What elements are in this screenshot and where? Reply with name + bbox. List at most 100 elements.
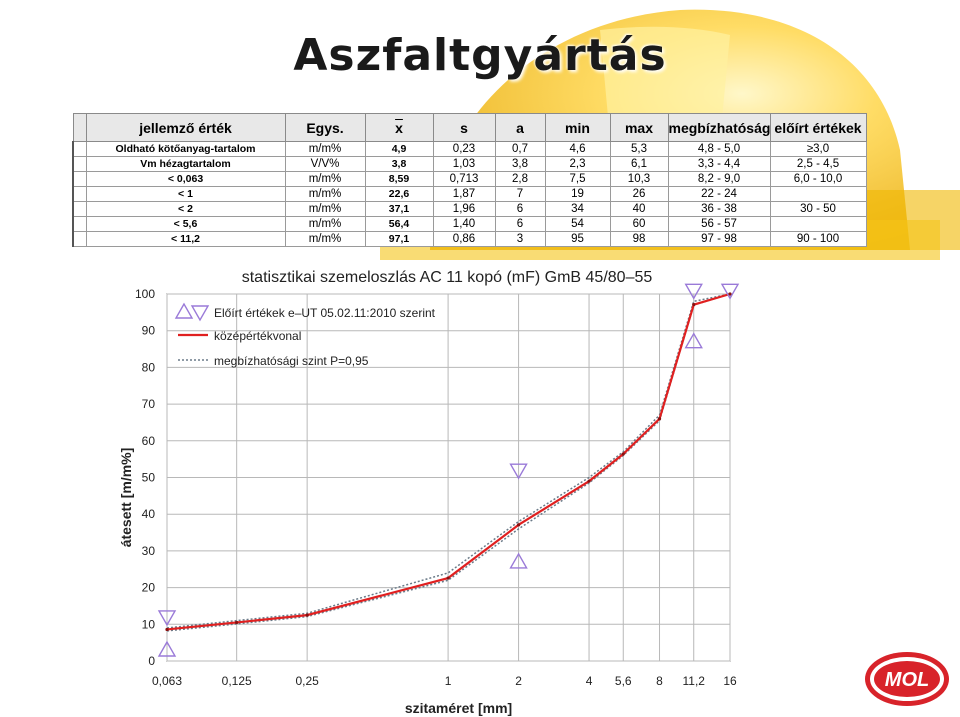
x-axis-label: szitaméret [mm] (405, 700, 512, 716)
cell-max: 26 (609, 186, 669, 202)
mean-point (692, 303, 696, 307)
cell-name: < 2 (85, 201, 286, 217)
cell-reliability: 8,2 - 9,0 (667, 171, 771, 187)
table-row: < 1 m/m% 22,6 1,87 7 19 26 22 - 24 (72, 186, 867, 202)
cell-name: < 1 (85, 186, 286, 202)
cell-unit: m/m% (284, 171, 366, 187)
y-tick-label: 80 (142, 360, 156, 374)
cell-unit: m/m% (284, 216, 366, 232)
spec-lower-limit-marker (509, 552, 528, 569)
header-a: a (494, 113, 546, 142)
table-row: Oldható kötőanyag-tartalom m/m% 4,9 0,23 0,7… (72, 141, 867, 157)
mean-line (166, 292, 731, 631)
cell-unit: m/m% (284, 141, 366, 157)
cell-reliability: 3,3 - 4,4 (667, 156, 771, 172)
mean-point (587, 479, 591, 483)
statistics-table: jellemző érték Egys. x s a min max megbí… (72, 113, 867, 247)
legend-lower-marker (174, 302, 194, 319)
legend-spec-label: Előírt értékek e–UT 05.02.11:2010 szerin… (214, 306, 436, 320)
x-tick-label: 16 (723, 674, 737, 688)
cell-specified: ≥3,0 (769, 141, 867, 157)
cell-mean: 97,1 (364, 231, 434, 247)
x-tick-label: 11,2 (683, 674, 706, 688)
cell-a: 3 (494, 231, 546, 247)
cell-name: < 0,063 (85, 171, 286, 187)
mol-logo-text: MOL (885, 669, 929, 691)
cell-min: 19 (544, 186, 611, 202)
cell-max: 5,3 (609, 141, 669, 157)
table-header-row: jellemző érték Egys. x s a min max megbí… (72, 113, 867, 142)
legend-upper-marker (190, 305, 210, 322)
table-row: < 5,6 m/m% 56,4 1,40 6 54 60 56 - 57 (72, 216, 867, 232)
x-tick-label: 2 (515, 674, 522, 688)
cell-mean: 8,59 (364, 171, 434, 187)
cell-s: 1,96 (432, 201, 496, 217)
cell-name: < 5,6 (85, 216, 286, 232)
cell-reliability: 97 - 98 (667, 231, 771, 247)
y-tick-label: 30 (142, 544, 156, 558)
cell-min: 7,5 (544, 171, 611, 187)
cell-name: < 11,2 (85, 231, 286, 247)
table-row: < 2 m/m% 37,1 1,96 6 34 40 36 - 38 30 - 50 (72, 201, 867, 217)
cell-unit: V/V% (284, 156, 366, 172)
cell-s: 1,40 (432, 216, 496, 232)
cell-a: 3,8 (494, 156, 546, 172)
y-tick-label: 70 (142, 397, 156, 411)
spec-lower-limit-marker (684, 332, 703, 349)
y-tick-label: 40 (142, 507, 156, 521)
stub-cell (72, 231, 87, 247)
cell-a: 0,7 (494, 141, 546, 157)
x-tick-label: 1 (445, 674, 452, 688)
cell-specified: 2,5 - 4,5 (769, 156, 867, 172)
cell-min: 4,6 (544, 141, 611, 157)
cell-s: 1,03 (432, 156, 496, 172)
mean-point (516, 523, 521, 527)
table-row: < 11,2 m/m% 97,1 0,86 3 95 98 97 - 98 90 - 100 (72, 231, 867, 247)
mol-logo: MOL (865, 652, 949, 706)
x-tick-label: 5,6 (615, 674, 632, 688)
stub-cell (72, 113, 87, 142)
cell-a: 6 (494, 201, 546, 217)
y-tick-label: 0 (148, 654, 155, 668)
cell-reliability: 36 - 38 (667, 201, 771, 217)
cell-mean: 56,4 (364, 216, 434, 232)
legend-mean-label: középértékvonal (214, 329, 301, 343)
cell-specified: 90 - 100 (769, 231, 867, 247)
header-characteristic: jellemző érték (85, 113, 286, 142)
y-tick-label: 90 (142, 324, 156, 338)
cell-unit: m/m% (284, 231, 366, 247)
x-tick-label: 4 (586, 674, 593, 688)
mean-point (165, 627, 169, 632)
cell-specified (769, 216, 867, 232)
slide-title: Aszfaltgyártás (293, 30, 667, 81)
grading-curve-chart: statisztikai szemeloszlás AC 11 kopó (mF… (118, 269, 740, 716)
cell-unit: m/m% (284, 201, 366, 217)
cell-name: Oldható kötőanyag-tartalom (85, 141, 286, 157)
header-reliability: megbízhatóság (667, 113, 771, 142)
legend-reliability-label: megbízhatósági szint P=0,95 (214, 354, 369, 368)
table-row: < 0,063 m/m% 8,59 0,713 2,8 7,5 10,3 8,2 - 9,0 6… (72, 171, 867, 187)
cell-mean: 22,6 (364, 186, 434, 202)
cell-name: Vm hézagtartalom (85, 156, 286, 172)
cell-min: 95 (544, 231, 611, 247)
mean-point (305, 613, 309, 617)
cell-specified: 6,0 - 10,0 (769, 171, 867, 187)
cell-s: 0,86 (432, 231, 496, 247)
y-tick-label: 20 (142, 581, 156, 595)
spec-upper-limit-marker (720, 283, 740, 300)
stub-cell (72, 216, 87, 232)
y-axis-label: átesett [m/m%] (118, 448, 134, 548)
x-tick-label: 0,25 (295, 674, 319, 688)
mean-point (657, 417, 662, 421)
reliability-line (166, 293, 731, 629)
cell-min: 34 (544, 201, 611, 217)
header-specified: előírt értékek (769, 113, 867, 142)
header-s: s (432, 113, 496, 142)
y-tick-label: 50 (142, 471, 156, 485)
table-row: Vm hézagtartalom V/V% 3,8 1,03 3,8 2,3 6,1 3,3 … (72, 156, 867, 172)
cell-reliability: 4,8 - 5,0 (667, 141, 771, 157)
chart-title: statisztikai szemeloszlás AC 11 kopó (mF… (242, 269, 653, 286)
mean-point (728, 292, 732, 296)
spec-upper-limit-marker (684, 283, 703, 300)
cell-a: 6 (494, 216, 546, 232)
